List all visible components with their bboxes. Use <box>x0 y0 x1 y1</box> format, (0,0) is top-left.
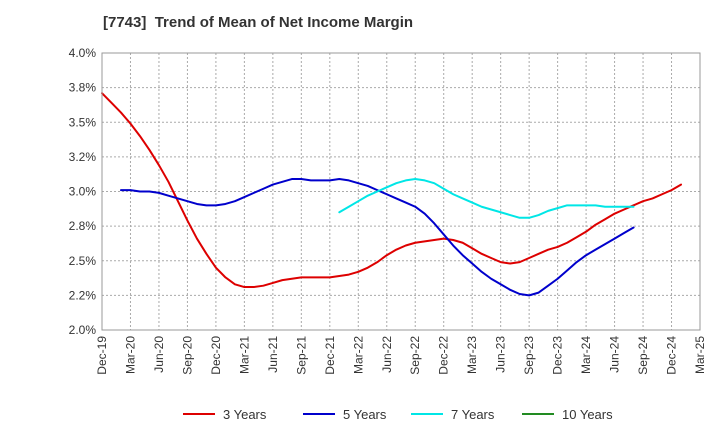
plot-border <box>101 52 701 331</box>
x-tick-label: Sep-23 <box>522 336 536 375</box>
x-tick-label: Jun-23 <box>494 336 508 373</box>
x-tick-label: Mar-20 <box>123 336 137 374</box>
legend: 3 Years 5 Years 7 Years 10 Years <box>183 407 613 422</box>
y-tick-label: 2.2% <box>69 288 97 302</box>
y-tick-label: 4.0% <box>69 46 97 60</box>
x-tick-label: Dec-22 <box>437 336 451 375</box>
x-tick-label: Mar-24 <box>579 336 593 374</box>
x-tick-label: Sep-24 <box>636 336 650 375</box>
x-tick-label: Dec-23 <box>551 336 565 375</box>
legend-label: 3 Years <box>223 407 267 422</box>
legend-label: 7 Years <box>451 407 495 422</box>
x-tick-label: Jun-21 <box>266 336 280 373</box>
y-tick-label: 2.5% <box>69 254 97 268</box>
y-tick-label: 3.2% <box>69 150 97 164</box>
series-line-5-years <box>119 178 635 297</box>
x-tick-label: Dec-19 <box>95 336 109 375</box>
x-tick-label: Dec-21 <box>323 336 337 375</box>
x-tick-label: Mar-23 <box>465 336 479 374</box>
x-tick-label: Jun-22 <box>380 336 394 373</box>
x-tick-label: Jun-20 <box>152 336 166 373</box>
y-tick-label: 2.0% <box>69 323 97 337</box>
y-tick-label: 3.0% <box>69 185 97 199</box>
x-tick-label: Dec-20 <box>209 336 223 375</box>
x-tick-label: Mar-21 <box>237 336 251 374</box>
chart-title: [7743] Trend of Mean of Net Income Margi… <box>103 14 414 31</box>
x-tick-label: Dec-24 <box>665 336 679 375</box>
x-tick-label: Sep-20 <box>180 336 194 375</box>
x-tick-label: Mar-22 <box>351 336 365 374</box>
series-line-3-years <box>101 92 683 289</box>
y-tick-label: 3.8% <box>69 81 97 95</box>
x-tick-labels: Dec-19 Mar-20 Jun-20 Sep-20 Dec-20 Mar-21 Jun-… <box>95 336 707 375</box>
y-tick-labels: 4.0% 3.8% 3.5% 3.2% 3.0% 2.8% 2.5% 2.2% 2.0% <box>69 46 97 337</box>
x-tick-label: Sep-21 <box>294 336 308 375</box>
y-tick-label: 2.8% <box>69 219 97 233</box>
series-line-7-years <box>338 178 635 219</box>
x-tick-label: Jun-24 <box>608 336 622 373</box>
series-layer <box>101 92 683 297</box>
legend-label: 5 Years <box>343 407 387 422</box>
x-tick-label: Mar-25 <box>693 336 707 374</box>
legend-label: 10 Years <box>562 407 613 422</box>
plot-area <box>102 53 700 330</box>
x-tick-label: Sep-22 <box>408 336 422 375</box>
y-tick-label: 3.5% <box>69 115 97 129</box>
